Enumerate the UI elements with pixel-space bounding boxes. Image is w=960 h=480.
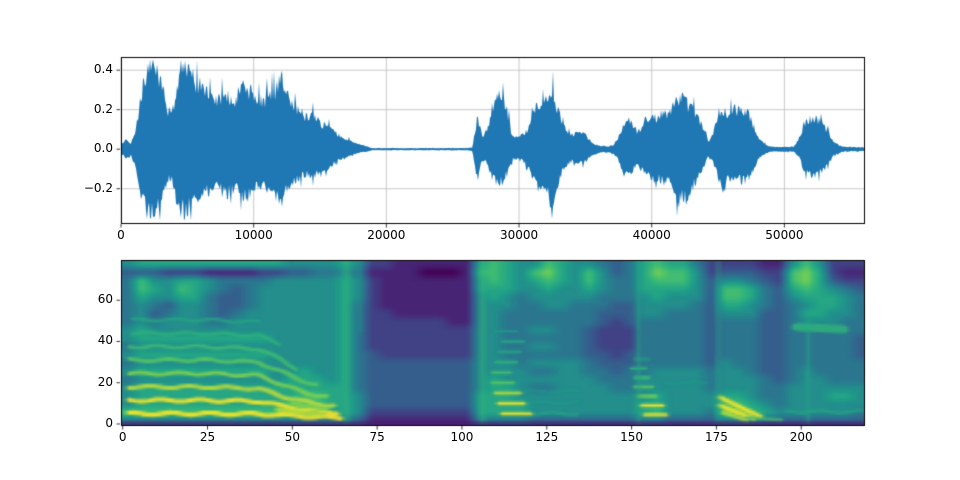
spectrogram-xtick-label: 25 bbox=[199, 430, 216, 444]
spectrogram-xtick-label: 150 bbox=[620, 430, 644, 444]
waveform-xtick-label: 20000 bbox=[367, 228, 406, 242]
spectrogram-xtick-label: 200 bbox=[789, 430, 813, 444]
waveform-ytick-label: 0.0 bbox=[93, 141, 113, 155]
waveform-xtick-label: 10000 bbox=[234, 228, 273, 242]
waveform-ytick-label: 0.2 bbox=[93, 102, 113, 116]
spectrogram-xtick-label: 125 bbox=[535, 430, 559, 444]
waveform-ytick-label: −0.2 bbox=[83, 181, 113, 195]
waveform-xtick-label: 50000 bbox=[765, 228, 804, 242]
spectrogram-ytick-label: 40 bbox=[97, 333, 113, 347]
spectrogram-ytick-label: 60 bbox=[97, 292, 113, 306]
spectrogram-ytick-label: 20 bbox=[97, 375, 113, 389]
waveform-xtick-label: 40000 bbox=[632, 228, 671, 242]
spectrogram-xtick-label: 0 bbox=[118, 430, 127, 444]
waveform-xtick-label: 30000 bbox=[499, 228, 539, 242]
spectrogram-ytick-label: 0 bbox=[105, 416, 113, 430]
spectrogram-xtick-label: 75 bbox=[369, 430, 385, 444]
spectrogram-xtick-label: 175 bbox=[704, 430, 728, 444]
spectrogram-xtick-label: 50 bbox=[284, 430, 300, 444]
waveform-ytick-label: 0.4 bbox=[93, 62, 113, 76]
spectrogram-xtick-label: 100 bbox=[450, 430, 474, 444]
waveform-xtick-label: 0 bbox=[117, 228, 125, 242]
